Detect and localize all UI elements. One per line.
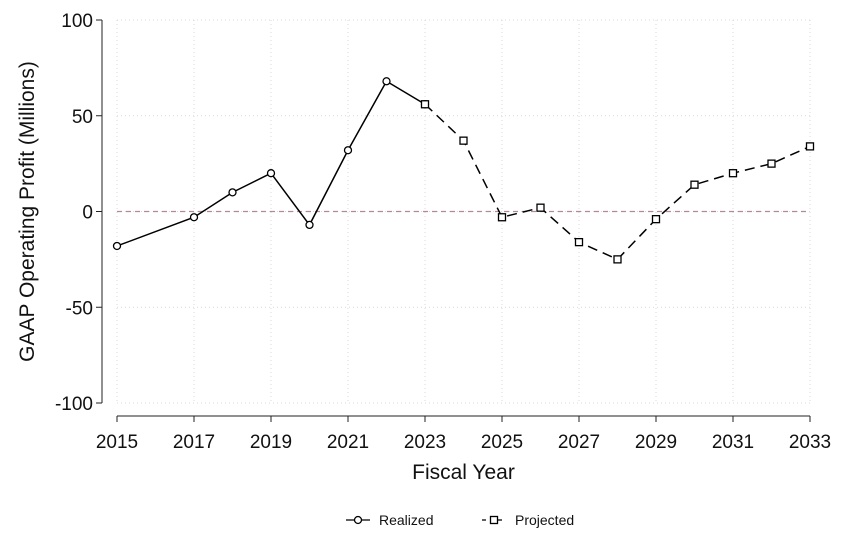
data-point	[189, 213, 199, 222]
x-tick-label: 2033	[789, 432, 831, 453]
series-projected	[420, 100, 815, 264]
data-point	[613, 255, 622, 264]
legend-marker	[353, 515, 363, 525]
data-point	[805, 142, 815, 151]
legend-label: Realized	[379, 512, 433, 528]
legend-item-realized: Realized	[346, 512, 433, 528]
data-point	[728, 169, 738, 178]
x-axis-title: Fiscal Year	[412, 461, 515, 484]
y-tick-label: -50	[66, 298, 93, 319]
data-point	[112, 241, 122, 251]
x-tick-label: 2021	[327, 432, 369, 453]
x-tick-label: 2017	[173, 432, 215, 453]
series-realized	[112, 77, 430, 251]
data-point	[459, 136, 468, 145]
data-point	[690, 180, 699, 189]
data-point	[497, 213, 507, 222]
x-tick-label: 2025	[481, 432, 523, 453]
x-tick-label: 2019	[250, 432, 292, 453]
legend-label: Projected	[515, 512, 574, 528]
y-tick-label: 50	[72, 107, 93, 128]
y-axis-title: GAAP Operating Profit (Millions)	[16, 61, 39, 362]
y-tick-label: -100	[55, 394, 93, 415]
legend-marker	[489, 515, 499, 525]
x-tick-label: 2023	[404, 432, 446, 453]
data-point	[767, 159, 776, 168]
series-layer	[112, 77, 815, 264]
x-tick-label: 2015	[96, 432, 138, 453]
x-tick-label: 2029	[635, 432, 677, 453]
data-point	[574, 237, 584, 247]
data-point	[343, 146, 353, 155]
data-point	[382, 77, 391, 86]
x-tick-label: 2027	[558, 432, 600, 453]
legend: Realized Projected	[346, 512, 574, 528]
data-point	[305, 220, 314, 230]
y-tick-label: 0	[82, 203, 93, 224]
series-line-realized	[116, 80, 426, 247]
x-tick-label: 2031	[712, 432, 754, 453]
y-tick-label: 100	[61, 11, 93, 32]
tick-labels: -100 -50 0 50 100 2015 2017 2019 2021 2023 2025 202…	[55, 11, 831, 453]
data-point	[266, 169, 276, 178]
axes	[96, 19, 811, 422]
legend-item-projected: Projected	[482, 512, 574, 528]
data-point	[536, 203, 545, 212]
data-point	[651, 215, 661, 224]
data-point	[420, 100, 430, 109]
data-point	[228, 188, 237, 197]
series-line-projected	[424, 103, 811, 261]
